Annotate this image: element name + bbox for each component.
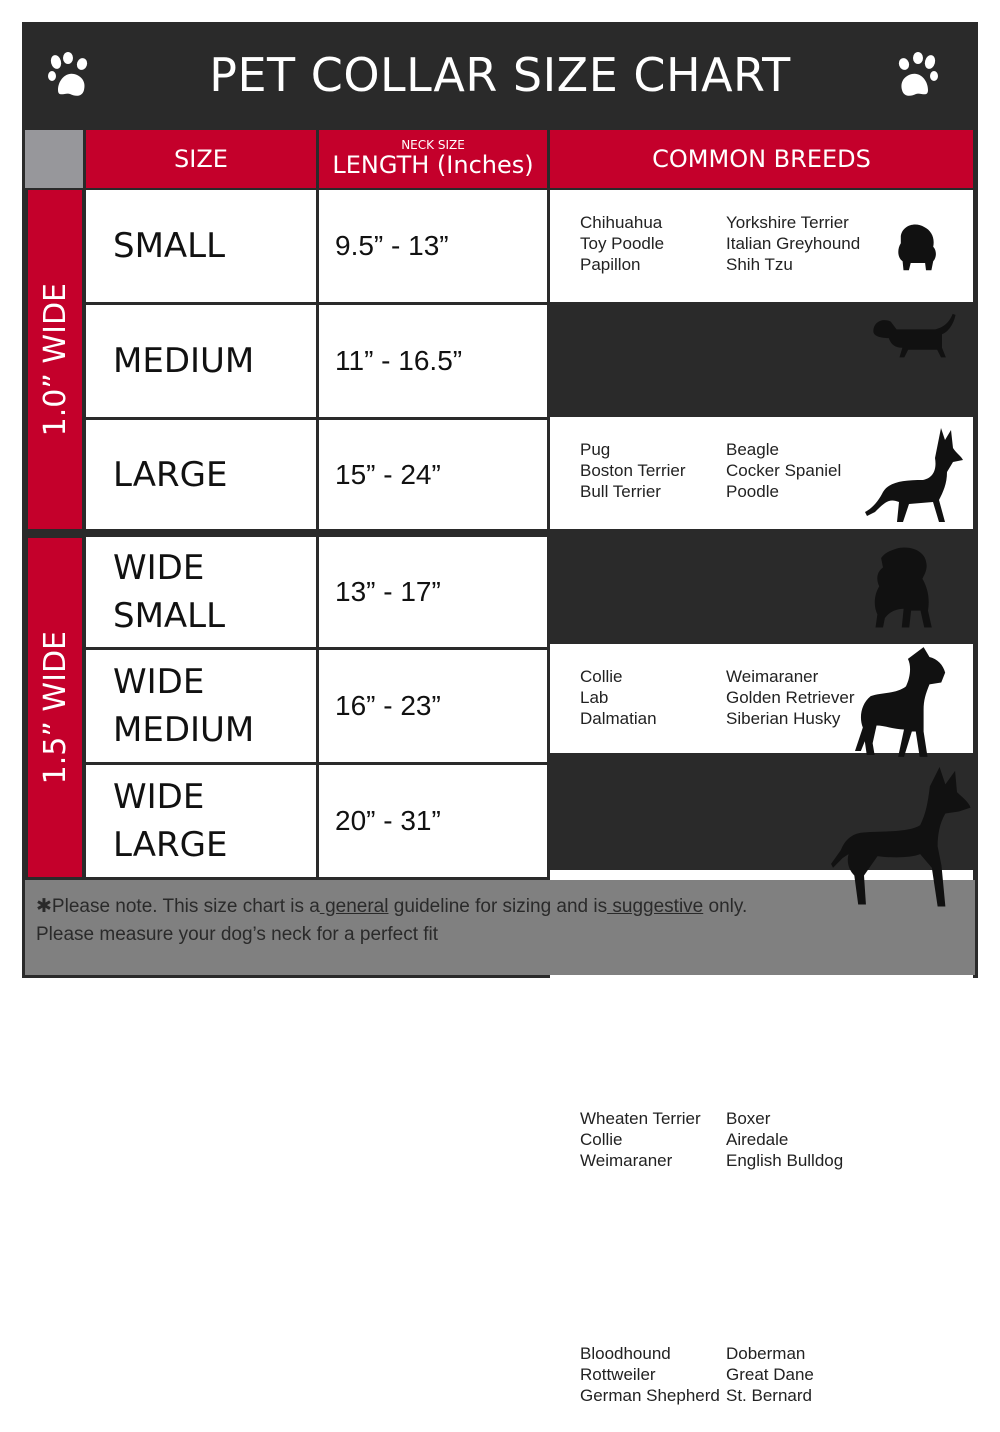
breed-name: Chihuahua — [580, 213, 663, 232]
page-title: PET COLLAR SIZE CHART — [209, 48, 791, 102]
header-size: SIZE — [86, 130, 316, 188]
breed-list-b: Yorkshire Terrier Italian Greyhound Shih T… — [726, 212, 866, 275]
length-value: 13” - 17” — [335, 576, 441, 607]
size-cell: WIDE LARGE — [86, 765, 316, 877]
breed-name: German Shepherd — [580, 1386, 720, 1405]
breed-name: Yorkshire Terrier — [726, 213, 849, 232]
breed-list-a: Pug Boston Terrier Bull Terrier — [580, 439, 720, 502]
breed-list-b: Doberman Great Dane St. Bernard — [726, 1343, 866, 1406]
breed-name: Boston Terrier — [580, 461, 686, 480]
length-value: 11” - 16.5” — [335, 345, 463, 376]
length-value: 9.5” - 13” — [335, 230, 449, 261]
breed-name: Bloodhound — [580, 1344, 671, 1363]
breed-name: St. Bernard — [726, 1386, 812, 1405]
breed-name: Collie — [580, 667, 623, 686]
footnote: ✱Please note. This size chart is a gener… — [36, 893, 971, 949]
size-cell: WIDE MEDIUM — [86, 650, 316, 762]
breed-name: Weimaraner — [580, 1151, 673, 1170]
header-breeds-label: COMMON BREEDS — [652, 145, 871, 173]
breed-list-a: Wheaten Terrier Collie Weimaraner — [580, 1108, 720, 1171]
length-cell: 13” - 17” — [319, 537, 547, 647]
header-neck-size-label: NECK SIZE — [401, 138, 465, 152]
note-line-2: Please measure your dog’s neck for a per… — [36, 924, 439, 945]
breed-name: Papillon — [580, 255, 641, 274]
length-value: 20” - 31” — [335, 805, 441, 836]
breed-name: Pug — [580, 440, 611, 459]
breed-list-a: Collie Lab Dalmatian — [580, 666, 720, 729]
dog-silhouette-icon — [868, 545, 943, 638]
header-length: NECK SIZE LENGTH (Inches) — [319, 130, 547, 188]
length-cell: 20” - 31” — [319, 765, 547, 877]
header-length-label: LENGTH (Inches) — [332, 151, 534, 179]
dog-silhouette-icon — [890, 215, 944, 280]
size-label: LARGE — [113, 454, 228, 495]
paw-print-icon — [898, 52, 938, 96]
footer — [25, 880, 975, 975]
breed-name: Great Dane — [726, 1365, 814, 1384]
group-label-text: 1.0” WIDE — [37, 282, 73, 437]
breed-name: Dalmatian — [580, 709, 657, 728]
breed-name: Lab — [580, 688, 609, 707]
breed-name: Airedale — [726, 1130, 789, 1149]
size-cell: MEDIUM — [86, 305, 316, 417]
breed-name: Golden Retriever — [726, 688, 855, 707]
size-label-2: SMALL — [113, 596, 226, 636]
breed-name: Cocker Spaniel — [726, 461, 842, 480]
breed-name: Toy Poodle — [580, 234, 665, 253]
size-label: MEDIUM — [113, 341, 255, 381]
size-label: WIDE — [113, 777, 205, 817]
breeds-cell: Bloodhound Rottweiler German Shepherd Dober… — [550, 1320, 973, 1432]
note-text: ✱Please note. This size chart is a — [36, 896, 320, 917]
dog-silhouette-icon — [815, 765, 975, 925]
group-label-1-5in: 1.5” WIDE — [28, 538, 82, 877]
note-suggestive: suggestive — [607, 896, 704, 917]
size-label: WIDE — [113, 548, 205, 588]
breed-name: Italian Greyhound — [726, 234, 861, 253]
header-corner — [25, 130, 83, 188]
breed-name: Bull Terrier — [580, 482, 661, 501]
length-value: 16” - 23” — [335, 690, 441, 721]
breed-name: Collie — [580, 1130, 623, 1149]
note-text: only. — [703, 896, 748, 917]
header-breeds: COMMON BREEDS — [550, 130, 973, 188]
breed-name: Beagle — [726, 440, 779, 459]
breed-name: Siberian Husky — [726, 709, 841, 728]
length-cell: 15” - 24” — [319, 420, 547, 529]
breed-list-b: Boxer Airedale English Bulldog — [726, 1108, 866, 1171]
note-general: general — [319, 896, 389, 917]
dog-silhouette-icon — [868, 312, 958, 375]
size-label: WIDE — [113, 662, 205, 702]
breed-name: Poodle — [726, 482, 779, 501]
breed-name: Rottweiler — [580, 1365, 656, 1384]
size-label-2: LARGE — [113, 825, 228, 865]
size-cell: WIDE SMALL — [86, 537, 316, 647]
group-label-1in: 1.0” WIDE — [28, 190, 82, 529]
breed-name: Doberman — [726, 1344, 806, 1363]
breed-list-a: Chihuahua Toy Poodle Papillon — [580, 212, 720, 275]
length-cell: 11” - 16.5” — [319, 305, 547, 417]
size-label: SMALL — [113, 226, 226, 266]
breed-name: Shih Tzu — [726, 255, 793, 274]
size-cell: LARGE — [86, 420, 316, 529]
breed-list-b: Weimaraner Golden Retriever Siberian Husky — [726, 666, 866, 729]
title-bar: PET COLLAR SIZE CHART — [22, 22, 978, 128]
breed-list-a: Bloodhound Rottweiler German Shepherd — [580, 1343, 720, 1406]
dog-silhouette-icon — [855, 424, 965, 529]
group-label-text: 1.5” WIDE — [37, 630, 73, 785]
header-size-label: SIZE — [174, 145, 228, 173]
breed-name: English Bulldog — [726, 1151, 844, 1170]
note-text: guideline for sizing and is — [388, 896, 608, 917]
length-cell: 16” - 23” — [319, 650, 547, 762]
length-value: 15” - 24” — [335, 458, 441, 490]
breed-name: Weimaraner — [726, 667, 819, 686]
dog-silhouette-icon — [855, 645, 953, 768]
size-label-2: MEDIUM — [113, 710, 255, 750]
breeds-cell: Wheaten Terrier Collie Weimaraner Boxer Aire… — [550, 1093, 973, 1205]
breed-list-b: Beagle Cocker Spaniel Poodle — [726, 439, 866, 502]
breed-name: Wheaten Terrier — [580, 1109, 701, 1128]
paw-print-icon — [48, 52, 88, 96]
size-cell: SMALL — [86, 190, 316, 302]
breed-name: Boxer — [726, 1109, 771, 1128]
length-cell: 9.5” - 13” — [319, 190, 547, 302]
